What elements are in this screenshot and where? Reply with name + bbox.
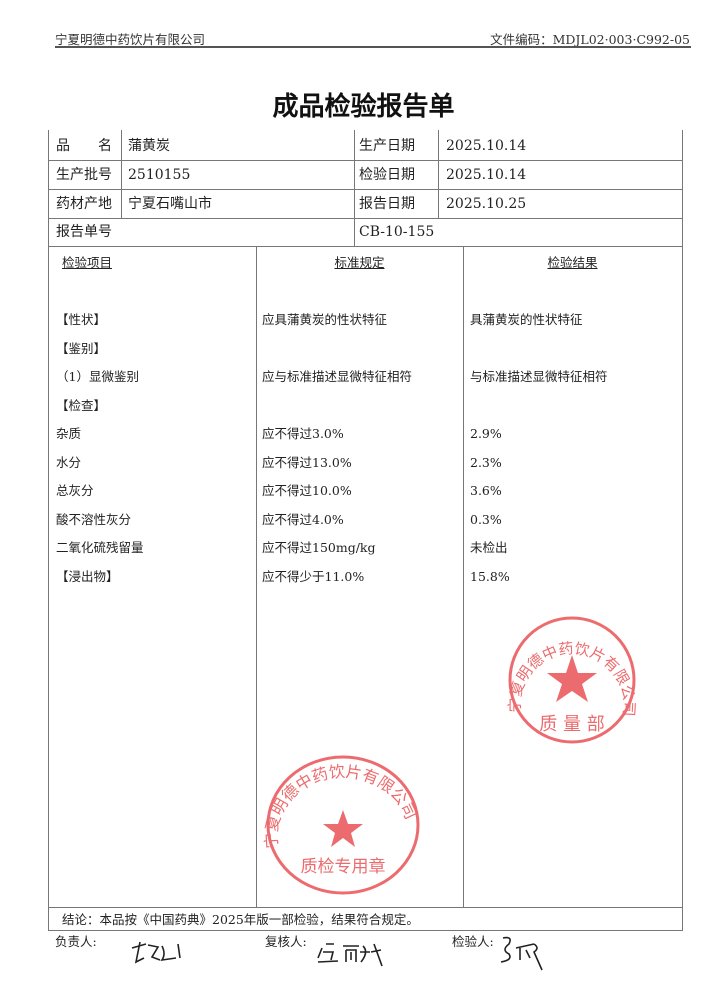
row-test-item: 【鉴别】	[56, 341, 107, 356]
bottom-stamp-bottom-text: 质检专用章	[301, 857, 386, 877]
production-date-label: 生产日期	[359, 138, 415, 154]
row-test-item: 水分	[56, 455, 82, 470]
inspection-date-value: 2025.10.14	[446, 167, 527, 183]
header-result: 检验结果	[547, 255, 598, 270]
row-result: 未检出	[470, 540, 508, 555]
row-test-item: 杂质	[56, 426, 82, 441]
row-test-item: 总灰分	[56, 483, 94, 498]
batch-value: 2510155	[128, 167, 191, 183]
product-name-value: 蒲黄炭	[128, 138, 170, 154]
product-name-label: 品 名	[56, 138, 112, 154]
row-result: 具蒲黄炭的性状特征	[470, 312, 583, 327]
row-test-item: （1）显微鉴别	[56, 369, 139, 384]
responsible-label: 负责人:	[55, 934, 97, 949]
page-title: 成品检验报告单	[272, 92, 455, 122]
star-icon	[547, 655, 597, 702]
origin-value: 宁夏石嘴山市	[128, 196, 212, 212]
batch-label: 生产批号	[56, 167, 112, 183]
document-code: 文件编码：MDJL02·003·C992-05	[490, 32, 690, 47]
row-result: 2.3%	[470, 455, 502, 470]
signature-inspector	[500, 936, 543, 971]
row-result: 与标准描述显微特征相符	[470, 369, 608, 384]
report-date-label: 报告日期	[359, 196, 415, 212]
header-divider	[55, 46, 691, 48]
row-standard: 应不得过3.0%	[262, 426, 344, 441]
top-stamp: 质 量 部 宁夏明德中药饮片有限公司	[506, 616, 638, 744]
bottom-stamp: 质检专用章 宁夏明德中药饮片有限公司	[262, 755, 421, 895]
header-test-item: 检验项目	[62, 255, 113, 270]
signature-responsible	[131, 941, 181, 964]
row-test-item: 酸不溶性灰分	[56, 512, 132, 527]
inspection-date-label: 检验日期	[359, 167, 415, 183]
row-standard: 应不得过4.0%	[262, 512, 344, 527]
row-result: 0.3%	[470, 512, 502, 527]
row-result: 2.9%	[470, 426, 502, 441]
row-test-item: 【检查】	[56, 398, 107, 413]
row-result: 15.8%	[470, 569, 510, 584]
row-standard: 应不得过10.0%	[262, 483, 352, 498]
signature-reviewer	[317, 943, 383, 967]
inspector-label: 检验人:	[452, 934, 494, 949]
row-test-item: 【浸出物】	[56, 569, 119, 584]
row-standard: 应不得少于11.0%	[262, 569, 365, 584]
report-no-label: 报告单号	[56, 224, 112, 240]
report-no-value: CB-10-155	[359, 224, 435, 240]
row-test-item: 二氧化硫残留量	[56, 540, 144, 555]
top-stamp-bottom-text: 质 量 部	[539, 714, 604, 735]
production-date-value: 2025.10.14	[446, 138, 527, 154]
origin-label: 药材产地	[56, 196, 112, 212]
row-test-item: 【性状】	[56, 312, 107, 327]
reviewer-label: 复核人:	[265, 934, 307, 949]
row-standard: 应具蒲黄炭的性状特征	[262, 312, 388, 327]
report-date-value: 2025.10.25	[446, 196, 527, 212]
row-standard: 应不得过150mg/kg	[262, 540, 376, 555]
star-icon	[323, 810, 363, 847]
row-standard: 应不得过13.0%	[262, 455, 352, 470]
conclusion: 结论：本品按《中国药典》2025年版一部检验，结果符合规定。	[62, 912, 419, 927]
row-standard: 应与标准描述显微特征相符	[262, 369, 413, 384]
header-standard: 标准规定	[334, 255, 385, 270]
company-name: 宁夏明德中药饮片有限公司	[55, 32, 206, 47]
row-result: 3.6%	[470, 483, 502, 498]
